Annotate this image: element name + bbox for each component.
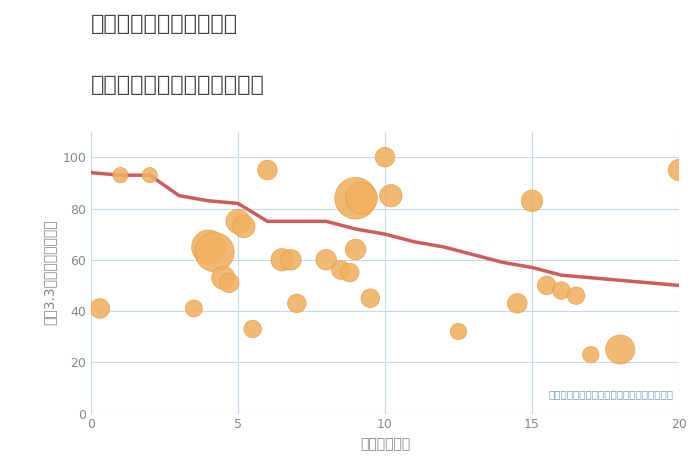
Point <box>615 346 626 353</box>
Point <box>291 299 302 307</box>
Point <box>350 195 361 202</box>
Text: 駅距離別中古マンション価格: 駅距離別中古マンション価格 <box>91 75 265 95</box>
Point <box>286 256 297 264</box>
Point <box>247 325 258 333</box>
Point <box>144 172 155 179</box>
Point <box>673 166 685 174</box>
Point <box>512 299 523 307</box>
Text: 円の大きさは、取引のあった物件面積を示す: 円の大きさは、取引のあった物件面積を示す <box>548 390 673 400</box>
Point <box>223 279 235 287</box>
Point <box>115 172 126 179</box>
Point <box>232 218 244 225</box>
Point <box>344 269 356 276</box>
Point <box>335 266 346 274</box>
Point <box>385 192 396 199</box>
Text: 奈良県奈良市東九条町の: 奈良県奈良市東九条町の <box>91 14 238 34</box>
Point <box>556 287 567 294</box>
Point <box>453 328 464 335</box>
Point <box>238 223 249 230</box>
Point <box>365 295 376 302</box>
Point <box>203 243 214 251</box>
Point <box>321 256 332 264</box>
Point <box>541 282 552 289</box>
Point <box>526 197 538 204</box>
Point <box>188 305 199 312</box>
Point <box>585 351 596 359</box>
Point <box>209 248 220 256</box>
Y-axis label: 平（3.3㎡）単価（万円）: 平（3.3㎡）単価（万円） <box>43 220 57 325</box>
X-axis label: 駅距離（分）: 駅距離（分） <box>360 437 410 451</box>
Point <box>218 274 229 282</box>
Point <box>262 166 273 174</box>
Point <box>570 292 582 299</box>
Point <box>379 154 391 161</box>
Point <box>94 305 106 312</box>
Point <box>356 195 367 202</box>
Point <box>276 256 288 264</box>
Point <box>350 246 361 253</box>
